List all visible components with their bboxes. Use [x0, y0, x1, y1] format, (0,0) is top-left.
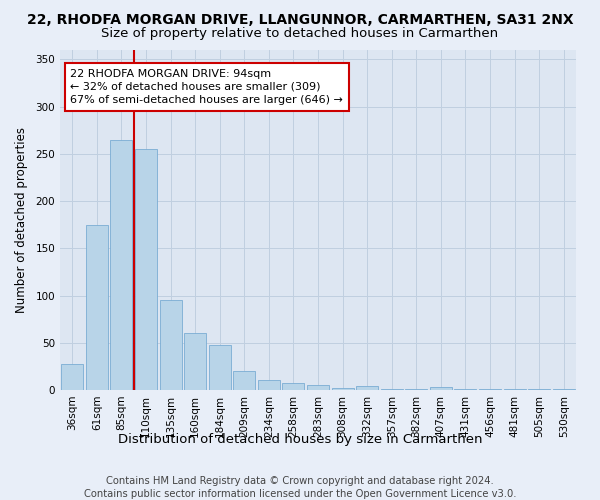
Bar [479, 389, 501, 390]
Bar [233, 371, 256, 390]
Text: Contains public sector information licensed under the Open Government Licence v3: Contains public sector information licen… [84, 489, 516, 499]
Text: 22, RHODFA MORGAN DRIVE, LLANGUNNOR, CARMARTHEN, SA31 2NX: 22, RHODFA MORGAN DRIVE, LLANGUNNOR, CAR… [26, 12, 574, 26]
Bar [258, 380, 280, 390]
Bar [110, 140, 133, 390]
Text: Contains HM Land Registry data © Crown copyright and database right 2024.: Contains HM Land Registry data © Crown c… [106, 476, 494, 486]
Bar [356, 386, 378, 390]
Y-axis label: Number of detached properties: Number of detached properties [16, 127, 28, 313]
Bar [135, 149, 157, 390]
Bar [307, 386, 329, 390]
Bar [283, 384, 304, 390]
Bar [405, 389, 427, 390]
Bar [380, 389, 403, 390]
Bar [184, 334, 206, 390]
Bar [528, 389, 550, 390]
Text: Size of property relative to detached houses in Carmarthen: Size of property relative to detached ho… [101, 28, 499, 40]
Text: 22 RHODFA MORGAN DRIVE: 94sqm
← 32% of detached houses are smaller (309)
67% of : 22 RHODFA MORGAN DRIVE: 94sqm ← 32% of d… [70, 68, 343, 105]
Bar [454, 389, 476, 390]
Bar [430, 387, 452, 390]
Bar [61, 364, 83, 390]
Bar [503, 389, 526, 390]
Bar [160, 300, 182, 390]
Bar [209, 344, 231, 390]
Bar [553, 389, 575, 390]
Text: Distribution of detached houses by size in Carmarthen: Distribution of detached houses by size … [118, 432, 482, 446]
Bar [86, 224, 108, 390]
Bar [332, 388, 353, 390]
